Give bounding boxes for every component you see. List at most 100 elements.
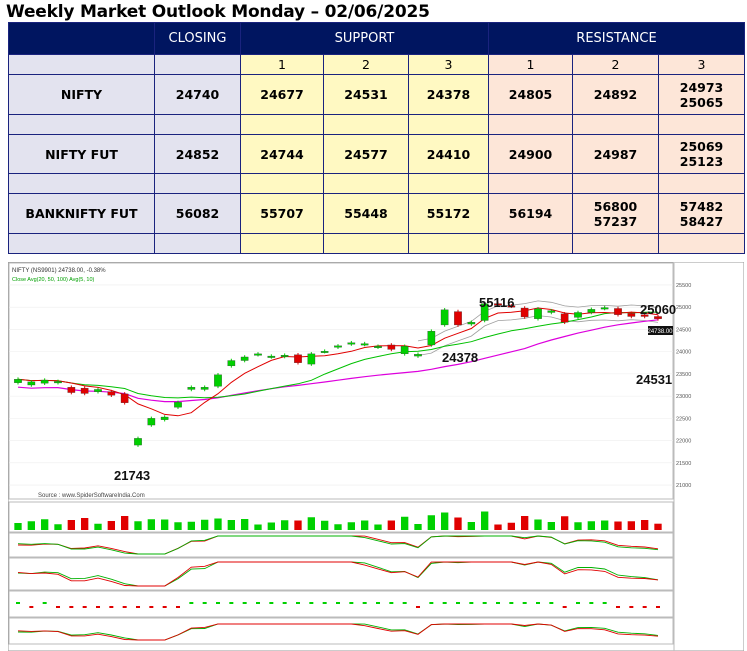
candle-body (160, 416, 169, 420)
candle-body (467, 322, 476, 325)
oscillator-1-line-b (17, 535, 659, 555)
volume-bar (494, 524, 502, 530)
volume-bar (587, 521, 595, 530)
candle-body (480, 303, 489, 321)
row-s3: 24378 (407, 74, 490, 115)
volume-bar (14, 523, 22, 530)
table-spacer-row (8, 232, 746, 255)
row-r1: 24805 (488, 74, 574, 115)
annotation-support: 24531 (636, 372, 672, 387)
row-r3: 24973 25065 (658, 74, 746, 115)
trend-dash (149, 606, 154, 608)
trend-dash (416, 606, 420, 608)
table-row: NIFTY FUT 24852 24744 24577 24410 24900 … (8, 133, 746, 175)
volume-bar (347, 522, 355, 530)
trend-dash (82, 606, 87, 608)
ma-mid-line (17, 311, 659, 399)
trend-dash (589, 602, 594, 604)
price-tick-label: 25000 (676, 305, 691, 311)
volume-bar (334, 524, 342, 530)
candle-body (80, 387, 89, 394)
candle-body (360, 343, 369, 346)
volume-bar (427, 515, 435, 530)
resistance-3-label: 3 (658, 54, 746, 76)
trend-dash (536, 602, 540, 604)
candle-body (280, 355, 289, 357)
price-tick-label: 21000 (676, 483, 691, 489)
candle-body (40, 379, 49, 384)
candle-body (307, 353, 316, 365)
table-row: BANKNIFTY FUT 56082 55707 55448 55172 56… (8, 193, 746, 234)
candle-body (120, 393, 129, 403)
row-s2: 55448 (323, 193, 409, 234)
candle-body (147, 418, 156, 426)
trend-dash (469, 602, 474, 604)
candle-body (374, 346, 382, 348)
candle-body (334, 345, 342, 348)
volume-bar (94, 523, 102, 530)
volume-bar (601, 520, 609, 530)
row-r3: 57482 58427 (658, 193, 746, 234)
row-s1: 55707 (240, 193, 324, 234)
row-r2: 24892 (572, 74, 660, 115)
row-name: NIFTY (8, 74, 155, 115)
oscillator-4-line-b (17, 623, 659, 641)
volume-bar (534, 519, 542, 530)
price-chart: NIFTY (NS9901) 24738.00, -0.38% Close Av… (7, 261, 745, 651)
volume-bar (641, 520, 649, 530)
trend-dash (69, 606, 74, 608)
volume-bar (121, 516, 129, 530)
candle-body (67, 387, 76, 393)
table-row: NIFTY 24740 24677 24531 24378 24805 2489… (8, 74, 746, 115)
ma-legend: Close Avg(20, 50, 100) Avg(5, 10) (12, 277, 95, 283)
volume-bar (307, 517, 315, 530)
volume-bar (241, 519, 249, 530)
source-text: Source : www.SpiderSoftwareIndia.Com (38, 493, 145, 499)
trend-dash (56, 606, 60, 608)
trend-dash (109, 606, 114, 608)
row-r1: 56194 (488, 193, 574, 234)
header-support: SUPPORT (239, 21, 490, 56)
trend-dash (42, 602, 47, 604)
volume-bar (361, 520, 369, 530)
candle-body (640, 314, 649, 317)
row-closing: 24852 (154, 133, 241, 175)
trend-dash (429, 602, 434, 604)
trend-dash (336, 602, 340, 604)
trend-dash (189, 602, 194, 604)
candle-body (454, 311, 462, 326)
annotation-high: 55116 (479, 295, 514, 310)
trend-dash (256, 602, 260, 604)
trend-dash (442, 602, 447, 604)
candle-body (187, 387, 196, 390)
resistance-2-label: 2 (572, 54, 660, 76)
trend-dash (509, 602, 514, 604)
trend-dash (616, 606, 620, 608)
volume-bar (174, 522, 182, 530)
volume-bar (454, 517, 462, 530)
support-2-label: 2 (323, 54, 409, 76)
support-1-label: 1 (240, 54, 324, 76)
oscillator-panel-2 (8, 557, 674, 591)
candle-body (14, 379, 22, 383)
candle-body (27, 381, 36, 386)
oscillator-panel-1 (8, 532, 674, 558)
candle-body (414, 354, 422, 357)
price-tick-label: 21500 (676, 461, 691, 467)
candle-body (254, 353, 262, 356)
volume-bar (67, 520, 75, 530)
candle-body (400, 346, 409, 355)
trend-dash (282, 602, 287, 604)
price-tick-label: 22500 (676, 416, 691, 422)
candle-body (627, 313, 636, 317)
row-name: NIFTY FUT (8, 133, 155, 175)
candle-body (267, 355, 276, 358)
candle-body (494, 303, 502, 306)
page-title: Weekly Market Outlook Monday – 02/06/202… (6, 2, 430, 22)
trend-dash (389, 602, 394, 604)
table-spacer-row (8, 113, 746, 135)
price-tick-label: 23500 (676, 372, 691, 378)
row-r2: 24987 (572, 133, 660, 175)
volume-bar (614, 521, 622, 530)
row-s3: 24410 (407, 133, 490, 175)
